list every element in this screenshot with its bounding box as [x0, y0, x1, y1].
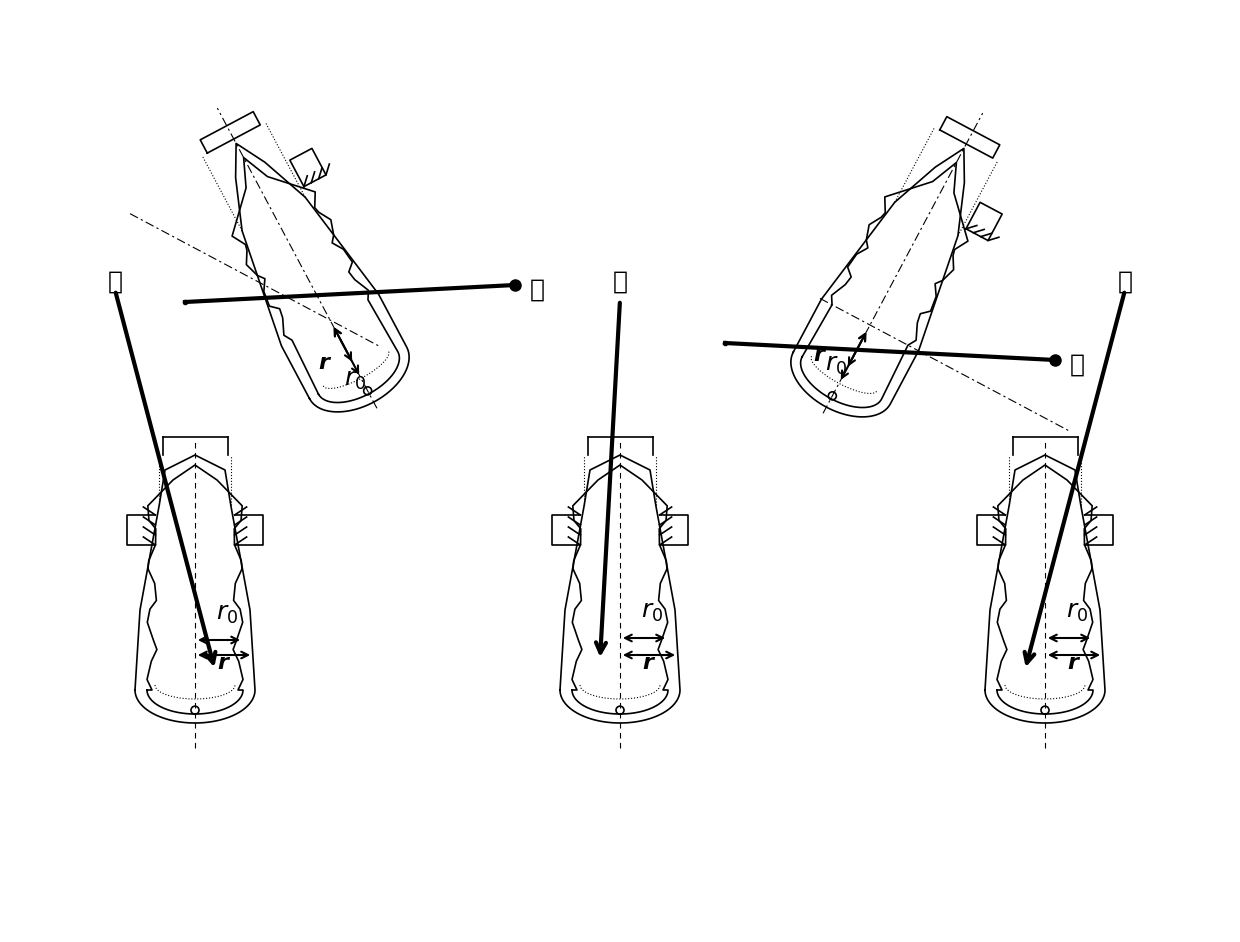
- Text: r: r: [642, 653, 653, 673]
- Text: 左: 左: [108, 270, 123, 294]
- Text: r: r: [1068, 653, 1079, 673]
- Text: r: r: [317, 353, 329, 373]
- Text: r: r: [217, 653, 228, 673]
- Text: r: r: [813, 345, 825, 365]
- Text: 上: 上: [529, 278, 546, 302]
- Text: $r_0$: $r_0$: [1066, 600, 1087, 625]
- Text: $r_0$: $r_0$: [216, 602, 238, 626]
- Text: 中: 中: [613, 270, 627, 294]
- Text: $r_0$: $r_0$: [345, 367, 367, 392]
- Text: 右: 右: [1117, 270, 1132, 294]
- Text: 下: 下: [1070, 353, 1085, 377]
- Text: $r_0$: $r_0$: [641, 600, 663, 625]
- Text: $r_0$: $r_0$: [826, 352, 848, 377]
